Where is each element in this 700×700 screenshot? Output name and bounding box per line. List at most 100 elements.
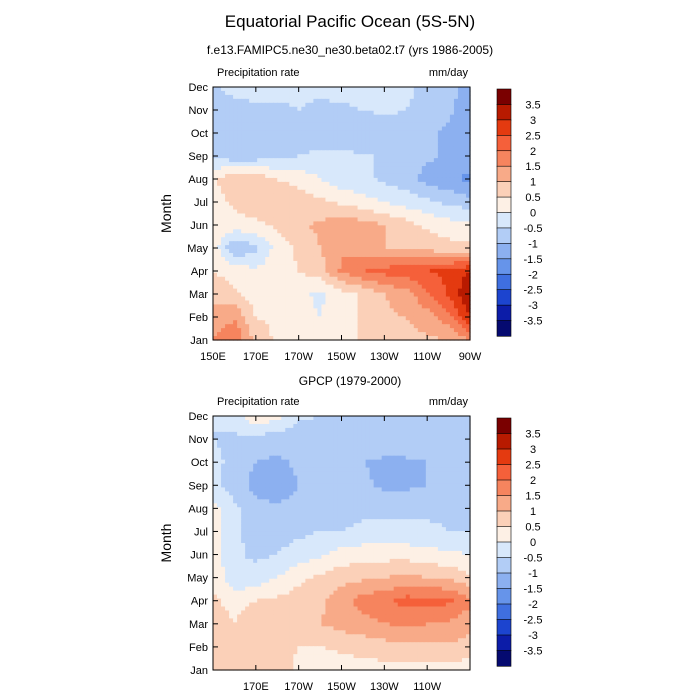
heatmap-cell [257,142,262,147]
heatmap-cell [357,241,363,246]
heatmap-cell [385,332,391,337]
heatmap-cell [357,146,363,151]
heatmap-cell [257,126,262,132]
heatmap-cell [233,173,238,179]
heatmap-cell [301,205,306,211]
heatmap-cell [337,146,343,151]
heatmap-cell [349,455,355,461]
heatmap-cell [389,209,395,215]
heatmap-cell [417,134,423,139]
heatmap-cell [373,260,379,266]
heatmap-cell [409,87,415,92]
heatmap-cell [453,245,459,250]
heatmap-cell [237,233,242,238]
heatmap-cell [253,439,258,445]
heatmap-cell [389,177,395,183]
heatmap-cell [417,260,423,266]
heatmap-cell [233,98,238,104]
heatmap-cell [389,288,395,294]
heatmap-cell [337,241,343,246]
heatmap-cell [381,189,387,195]
heatmap-cell [461,201,467,207]
heatmap-cell [317,150,323,155]
heatmap-cell [433,304,439,309]
heatmap-cell [213,328,218,333]
heatmap-cell [217,166,222,171]
heatmap-cell [405,201,411,207]
heatmap-cell [337,102,343,108]
heatmap-cell [433,280,439,286]
heatmap-cell [309,431,314,437]
heatmap-cell [401,197,407,203]
heatmap-cell [317,229,323,234]
heatmap-cell [341,154,347,159]
heatmap-cell [297,181,302,187]
heatmap-cell [225,455,230,461]
heatmap-cell [357,268,363,274]
heatmap-cell [449,336,455,341]
heatmap-cell [369,451,375,457]
heatmap-cell [213,320,218,325]
heatmap-cell [421,324,427,329]
heatmap-cell [237,249,242,254]
heatmap-cell [257,229,262,234]
heatmap-cell [385,233,391,238]
heatmap-cell [429,435,435,441]
heatmap-cell [449,423,455,429]
heatmap-cell [357,308,363,313]
heatmap-cell [337,419,343,425]
y-tick-label-feb: Feb [189,312,208,324]
heatmap-cell [421,217,427,222]
heatmap-cell [297,451,302,457]
heatmap-cell [373,126,379,132]
heatmap-cell [329,118,335,124]
heatmap-cell [313,213,319,219]
heatmap-cell [305,253,310,258]
heatmap-cell [289,173,294,179]
heatmap-cell [365,280,371,286]
heatmap-cell [217,94,222,100]
heatmap-cell [377,106,383,112]
heatmap-cell [357,304,363,309]
heatmap-cell [449,110,455,116]
heatmap-cell [461,170,467,175]
heatmap-cell [225,154,230,159]
heatmap-cell [465,213,471,219]
heatmap-cell [445,146,451,151]
heatmap-cell [249,332,254,337]
heatmap-cell [245,332,250,337]
heatmap-cell [241,304,246,309]
heatmap-cell [213,336,218,341]
heatmap-cell [233,268,238,274]
heatmap-cell [277,427,282,433]
heatmap-cell [385,87,391,92]
heatmap-cell [405,142,411,147]
heatmap-cell [245,443,250,449]
heatmap-cell [417,106,423,112]
heatmap-cell [285,193,290,199]
heatmap-cell [441,229,447,234]
heatmap-cell [409,324,415,329]
heatmap-cell [241,241,246,246]
heatmap-cell [389,332,395,337]
y-tick-label-oct: Oct [191,128,208,140]
heatmap-cell [273,87,278,92]
heatmap-cell [409,312,415,317]
heatmap-cell [301,260,306,266]
heatmap-cell [301,87,306,92]
heatmap-cell [425,213,431,219]
heatmap-cell [245,260,250,266]
heatmap-cell [381,130,387,136]
heatmap-cell [245,328,250,333]
heatmap-cell [405,162,411,167]
heatmap-cell [461,181,467,187]
heatmap-cell [357,98,363,104]
heatmap-cell [273,260,278,266]
heatmap-cell [233,110,238,116]
heatmap-cell [461,272,467,278]
heatmap-cell [341,150,347,155]
heatmap-cell [265,146,270,151]
heatmap-cell [281,241,286,246]
heatmap-cell [457,181,463,187]
heatmap-cell [409,221,415,226]
